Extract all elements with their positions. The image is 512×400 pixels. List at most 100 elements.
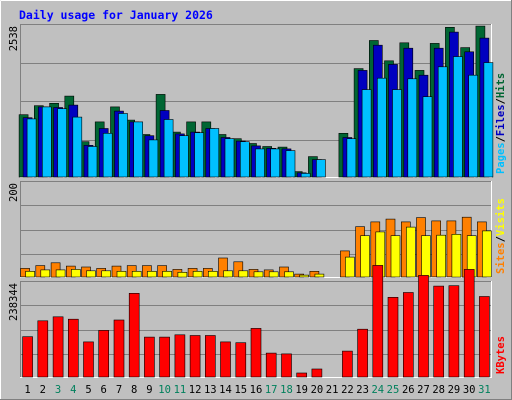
bar-visits-day-15 <box>233 261 244 278</box>
day-label-20: 20 <box>311 384 324 396</box>
chart-panels: 2538 Pages/Files/Hits 200 Sites/Visits23834… <box>8 24 507 378</box>
bar-pages-day-1 <box>26 118 37 178</box>
legend-part: KBytes <box>495 336 507 374</box>
day-label-23: 23 <box>356 384 369 396</box>
bar-pages-day-12 <box>194 132 204 178</box>
bar-kbytes-day-8 <box>128 292 140 378</box>
bar-kbytes-day-26 <box>402 292 414 378</box>
day-label-4: 4 <box>70 384 76 396</box>
bar-pages-day-30 <box>468 74 479 178</box>
bar-visits-day-14 <box>218 257 228 278</box>
legend-part: / <box>495 98 507 104</box>
bar-kbytes-day-19 <box>296 372 308 378</box>
legend-part: Hits <box>495 73 507 98</box>
bar-kbytes-day-17 <box>265 352 277 378</box>
bar-pages-day-4 <box>72 116 83 178</box>
day-label-7: 7 <box>116 384 122 396</box>
bar-pages-day-29 <box>453 56 463 178</box>
day-label-28: 28 <box>432 384 445 396</box>
legend-part: Pages <box>495 142 507 174</box>
bar-kbytes-day-29 <box>448 285 460 378</box>
day-label-29: 29 <box>448 384 461 396</box>
bar-kbytes-day-24 <box>372 265 384 378</box>
day-label-11: 11 <box>174 384 187 396</box>
bar-sites-day-5 <box>86 270 96 278</box>
bar-pages-day-9 <box>148 139 159 178</box>
day-label-25: 25 <box>387 384 400 396</box>
day-label-26: 26 <box>402 384 415 396</box>
bar-kbytes-day-30 <box>463 269 475 378</box>
panel-kbytes: 238344 KBytes <box>8 265 507 378</box>
bar-kbytes-day-6 <box>98 330 109 378</box>
day-label-2: 2 <box>40 384 46 396</box>
bar-pages-day-31 <box>483 62 494 178</box>
panel-visits_sites: 200 Sites/Visits <box>8 181 507 278</box>
bar-sites-day-27 <box>421 235 431 278</box>
bar-kbytes-day-10 <box>159 336 170 378</box>
bar-pages-day-7 <box>118 113 128 178</box>
day-label-18: 18 <box>280 384 293 396</box>
bar-pages-day-28 <box>437 66 448 178</box>
panel-legend: Pages/Files/Hits <box>495 73 507 174</box>
bar-sites-day-11 <box>177 271 188 278</box>
bar-pages-day-11 <box>179 135 189 178</box>
bar-pages-day-24 <box>376 77 387 178</box>
panel-legend: KBytes <box>495 336 507 374</box>
day-label-8: 8 <box>131 384 137 396</box>
day-label-14: 14 <box>219 384 232 396</box>
legend-part: Visits <box>495 198 507 236</box>
panel-max-label: 2538 <box>8 26 20 51</box>
bar-sites-day-23 <box>360 235 370 278</box>
bar-sites-day-10 <box>162 270 172 278</box>
bar-kbytes-day-3 <box>52 316 64 378</box>
bar-kbytes-day-13 <box>205 335 216 378</box>
day-label-13: 13 <box>204 384 217 396</box>
bar-sites-day-16 <box>253 271 264 278</box>
bar-kbytes-day-12 <box>189 335 201 378</box>
bar-sites-day-12 <box>192 270 203 278</box>
day-label-31: 31 <box>478 384 491 396</box>
bar-sites-day-6 <box>101 270 111 278</box>
bar-kbytes-day-25 <box>387 296 399 378</box>
bar-kbytes-day-20 <box>311 368 323 378</box>
bar-pages-day-6 <box>102 133 113 178</box>
day-label-15: 15 <box>234 384 247 396</box>
day-label-30: 30 <box>463 384 476 396</box>
bar-sites-day-13 <box>208 270 218 278</box>
bar-pages-day-22 <box>346 138 357 178</box>
bar-kbytes-day-1 <box>22 336 33 378</box>
bar-kbytes-day-4 <box>68 318 79 378</box>
panel-max-label: 200 <box>8 183 20 202</box>
day-label-27: 27 <box>417 384 430 396</box>
bar-sites-day-20 <box>314 273 325 278</box>
bar-pages-day-2 <box>41 106 52 178</box>
day-label-16: 16 <box>250 384 263 396</box>
legend-part: / <box>495 136 507 142</box>
bar-sites-day-1 <box>25 270 35 278</box>
bar-pages-day-14 <box>224 138 235 178</box>
bar-sites-day-29 <box>451 234 462 278</box>
bar-kbytes-day-16 <box>250 328 262 378</box>
legend-part: / <box>495 236 507 242</box>
bar-kbytes-day-9 <box>144 336 155 378</box>
day-label-17: 17 <box>265 384 278 396</box>
bar-kbytes-day-31 <box>479 296 490 378</box>
bar-kbytes-day-14 <box>220 341 231 378</box>
day-label-21: 21 <box>326 384 339 396</box>
bar-pages-day-3 <box>57 108 67 178</box>
day-label-6: 6 <box>101 384 107 396</box>
day-label-22: 22 <box>341 384 354 396</box>
bar-sites-day-18 <box>284 271 294 278</box>
bar-sites-day-4 <box>71 269 81 278</box>
bar-pages-day-18 <box>285 150 296 178</box>
day-label-5: 5 <box>85 384 91 396</box>
bar-sites-day-19 <box>299 274 310 278</box>
bar-pages-day-13 <box>209 128 220 178</box>
bar-pages-day-27 <box>422 96 433 178</box>
panel-legend: Sites/Visits <box>495 198 507 274</box>
bar-kbytes-day-5 <box>83 341 94 378</box>
bar-pages-day-8 <box>133 121 143 178</box>
bar-pages-day-23 <box>361 89 372 178</box>
bar-sites-day-26 <box>405 226 416 278</box>
bar-kbytes-day-27 <box>418 275 429 378</box>
